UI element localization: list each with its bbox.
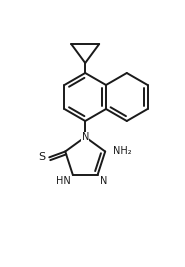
Text: S: S xyxy=(38,152,45,162)
Text: HN: HN xyxy=(56,176,71,186)
Text: N: N xyxy=(100,176,107,186)
Text: N: N xyxy=(82,132,89,142)
Text: NH₂: NH₂ xyxy=(113,146,132,155)
